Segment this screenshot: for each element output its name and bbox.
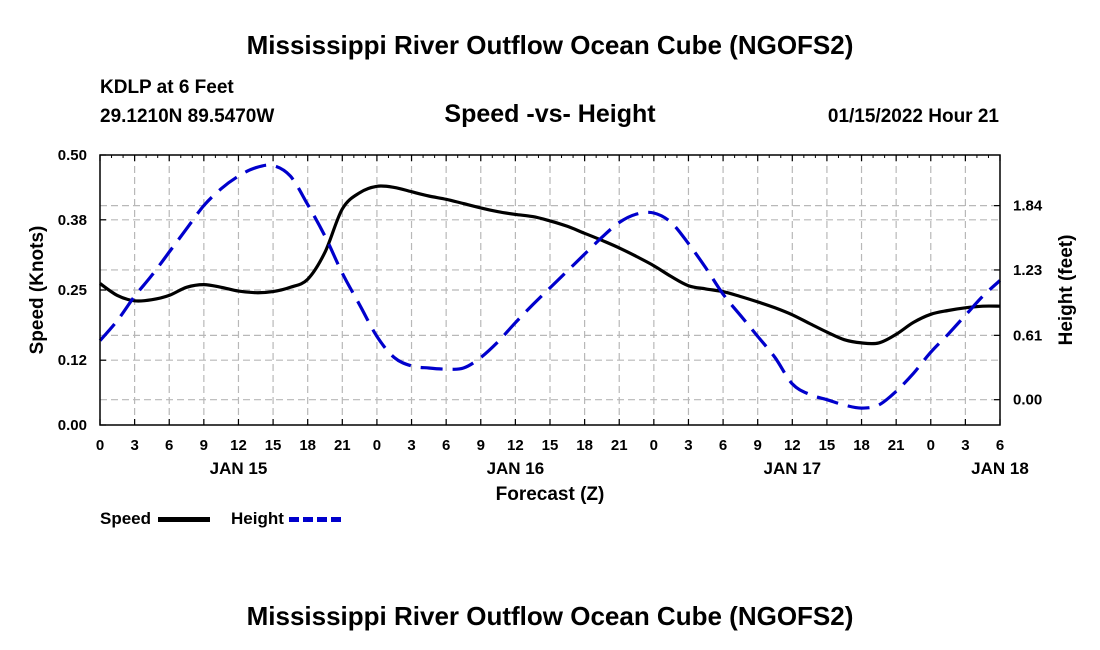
series-line-height (98, 163, 1002, 410)
x-tick-label: 9 (200, 437, 208, 454)
y-tick-label: 0.38 (58, 212, 87, 229)
chart-subtitle: Speed -vs- Height (444, 100, 656, 128)
x-tick-label: 21 (334, 437, 351, 454)
x-tick-label: 6 (165, 437, 173, 454)
x-tick-label: 3 (407, 437, 415, 454)
x-axis-label: Forecast (Z) (496, 484, 605, 505)
x-tick-label: 18 (853, 437, 870, 454)
x-tick-label: 0 (927, 437, 935, 454)
y2-tick-label: 0.61 (1013, 327, 1042, 344)
x-tick-label: 15 (819, 437, 836, 454)
date-label: JAN 16 (487, 459, 545, 478)
x-tick-label: 6 (442, 437, 450, 454)
x-tick-label: 18 (299, 437, 316, 454)
x-tick-label: 3 (684, 437, 692, 454)
y2-tick-label: 1.23 (1013, 262, 1042, 279)
y2-tick-label: 1.84 (1013, 198, 1043, 215)
date-label: JAN 17 (763, 459, 821, 478)
x-tick-label: 21 (888, 437, 905, 454)
x-tick-label: 12 (507, 437, 524, 454)
legend-height-label: Height (231, 509, 284, 528)
series-line-speed (99, 184, 1001, 346)
series-layer (98, 163, 1002, 410)
station-coords: 29.1210N 89.5470W (100, 106, 275, 127)
x-tick-label: 3 (130, 437, 138, 454)
y-tick-label: 0.25 (58, 282, 87, 299)
x-tick-label: 3 (961, 437, 969, 454)
legend-height-swatch (288, 517, 341, 523)
grid (100, 155, 1000, 425)
ticks (99, 154, 1001, 426)
main-title: Mississippi River Outflow Ocean Cube (NG… (246, 30, 854, 60)
x-tick-label: 0 (96, 437, 104, 454)
x-tick-label: 15 (542, 437, 559, 454)
legend-speed-label: Speed (100, 509, 152, 528)
axis-labels: 0 3 6 9 12 15 18 21 0 3 6 9 12 15 18 21 0 3 6 9 12 15 18 21 0 3 6 0… (27, 147, 1077, 505)
x-tick-label: 6 (996, 437, 1004, 454)
x-tick-label: 0 (650, 437, 658, 454)
y2-axis-label: Height (feet) (1056, 235, 1077, 346)
y-tick-label: 0.00 (58, 417, 87, 434)
footer-title: Mississippi River Outflow Ocean Cube (NG… (246, 601, 854, 631)
station-name: KDLP at 6 Feet (100, 77, 234, 98)
x-tick-label: 9 (477, 437, 485, 454)
speed-height-chart: 0 3 6 9 12 15 18 21 0 3 6 9 12 15 18 21 0 3 6 9 12 15 18 21 0 3 6 0… (27, 147, 1077, 505)
y-tick-label: 0.50 (58, 147, 87, 164)
x-tick-label: 9 (754, 437, 762, 454)
x-tick-label: 6 (719, 437, 727, 454)
x-tick-label: 15 (265, 437, 282, 454)
date-label: JAN 18 (971, 459, 1029, 478)
x-tick-label: 21 (611, 437, 628, 454)
y-axis-label: Speed (Knots) (27, 226, 48, 355)
legend-height: Height (231, 509, 341, 529)
forecast-datetime: 01/15/2022 Hour 21 (827, 106, 999, 127)
x-tick-label: 12 (230, 437, 247, 454)
legend-speed: Speed (100, 509, 210, 529)
x-tick-label: 12 (784, 437, 801, 454)
y-tick-label: 0.12 (58, 352, 87, 369)
y2-tick-label: 0.00 (1013, 392, 1042, 409)
x-tick-label: 18 (576, 437, 593, 454)
date-label: JAN 15 (210, 459, 268, 478)
legend-speed-swatch (157, 517, 210, 523)
x-tick-label: 0 (373, 437, 381, 454)
